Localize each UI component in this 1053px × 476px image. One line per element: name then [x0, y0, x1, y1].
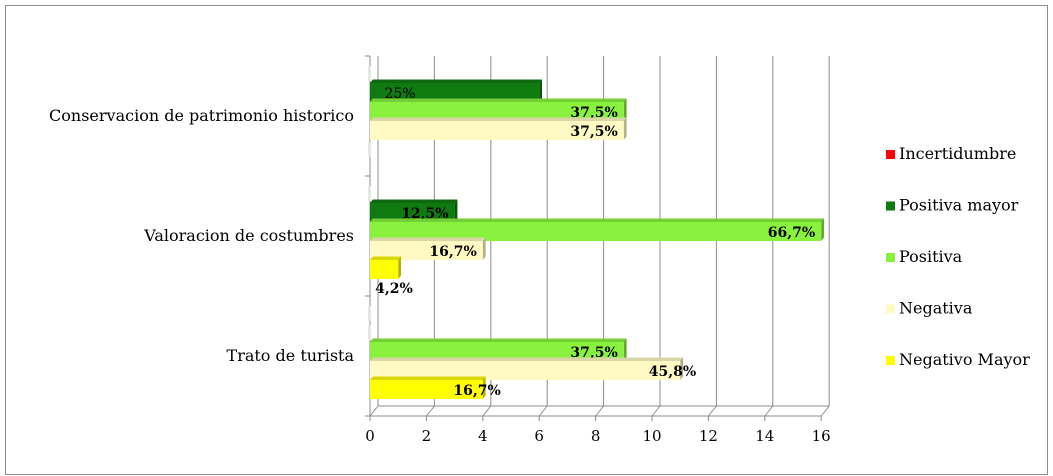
bar-stub [368, 142, 371, 157]
x-tick-label: 2 [422, 427, 432, 445]
legend-swatch [886, 201, 895, 211]
category-label: Trato de turista [227, 346, 355, 365]
bar-top-face [370, 98, 627, 102]
bar-stub [368, 306, 371, 321]
data-label: 37,5% [570, 124, 617, 140]
x-tick-label: 14 [755, 427, 774, 445]
gridline-depth [482, 405, 492, 417]
gridline-depth [651, 405, 661, 417]
bar-side-face [680, 357, 683, 380]
bar-side-face [623, 338, 627, 361]
bar [370, 222, 822, 241]
data-label: 66,7% [768, 225, 815, 241]
x-tick-label: 6 [534, 427, 544, 445]
gridline-depth [538, 405, 548, 417]
gridline-depth [764, 405, 774, 417]
bar [370, 121, 624, 140]
x-tick-label: 12 [699, 427, 718, 445]
bar [370, 342, 624, 361]
bar [370, 361, 681, 380]
gridline-depth [820, 405, 830, 417]
bar [370, 241, 483, 260]
gridline-depth [595, 405, 604, 417]
data-label: 16,7% [429, 244, 476, 260]
legend-item: Incertidumbre [899, 144, 1016, 163]
legend-swatch [886, 253, 895, 262]
x-tick-label: 8 [591, 427, 601, 445]
bar [370, 260, 399, 279]
bar-top-face [370, 256, 401, 260]
legend-swatch [886, 150, 895, 159]
legend-item: Positiva mayor [899, 196, 1019, 215]
legend-item: Negativo Mayor [899, 350, 1030, 369]
bar-top-face [370, 237, 486, 241]
data-label: 25% [384, 86, 415, 102]
x-tick-label: 16 [812, 427, 831, 445]
bar-side-face [454, 199, 458, 222]
legend-item: Positiva [899, 247, 963, 266]
chart-frame: 0 2 4 6 8 10 12 14 16 Conservacion de patrimonio … [5, 5, 1048, 475]
bar-top-face [370, 199, 458, 203]
bar-top-face [370, 79, 542, 83]
bar-side-face [539, 79, 542, 102]
bar-side-face [623, 117, 627, 140]
data-label: 4,2% [375, 281, 413, 297]
legend-item: Negativa [899, 299, 973, 318]
category-label: Conservacion de patrimonio historico [49, 106, 354, 125]
bar-top-face [370, 338, 627, 342]
legend-swatch [886, 304, 895, 314]
bar [370, 380, 483, 399]
gridline-depth [426, 405, 435, 417]
bar [370, 83, 540, 102]
data-label: 37,5% [570, 345, 617, 361]
bar-stub [368, 186, 371, 201]
x-tick-label: 4 [478, 427, 488, 445]
gridline-depth [708, 405, 717, 417]
bar-side-face [821, 218, 824, 241]
bar [370, 102, 624, 121]
data-label: 45,8% [649, 364, 696, 380]
x-tick-label: 0 [365, 427, 375, 445]
bar-top-face [370, 117, 627, 121]
data-label: 37,5% [570, 105, 617, 121]
bar-side-face [482, 237, 486, 260]
bar-side-face [623, 98, 627, 121]
bar-top-face [370, 357, 683, 361]
data-label: 12,5% [401, 206, 448, 222]
bar-stub [368, 66, 371, 81]
bar-top-face [370, 218, 824, 222]
category-label: Valoracion de costumbres [143, 226, 354, 245]
bar-top-face [370, 376, 486, 380]
bar-side-face [482, 376, 486, 399]
bar-stub [368, 325, 371, 340]
bar-chart: 0 2 4 6 8 10 12 14 16 Conservacion de patrimonio … [49, 55, 1030, 445]
legend-swatch [886, 356, 895, 365]
bar [370, 203, 455, 222]
data-label: 16,7% [453, 383, 500, 399]
bar-side-face [398, 256, 401, 279]
axis-depth-line [369, 405, 379, 417]
x-tick-label: 10 [642, 427, 661, 445]
